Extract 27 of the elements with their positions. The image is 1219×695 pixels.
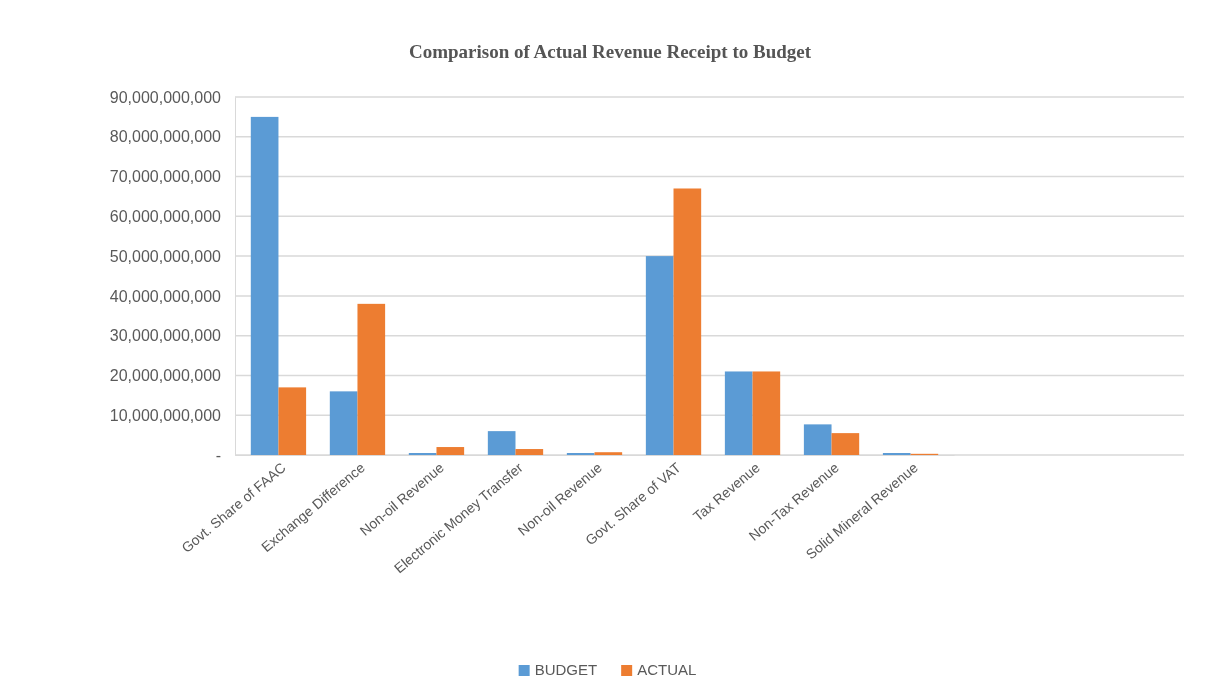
- bar: [329, 391, 358, 455]
- bar: [645, 256, 674, 455]
- y-tick-label: 50,000,000,000: [109, 247, 222, 265]
- bar: [250, 116, 279, 455]
- y-tick-label: 20,000,000,000: [109, 367, 222, 385]
- legend-label: BUDGET: [534, 661, 598, 678]
- bar: [487, 431, 516, 455]
- bar: [357, 303, 386, 455]
- bar: [515, 449, 544, 455]
- y-tick-label: 40,000,000,000: [109, 287, 222, 305]
- bar: [278, 387, 307, 455]
- y-tick-label: 10,000,000,000: [109, 406, 222, 424]
- bar: [594, 452, 623, 455]
- legend-label: ACTUAL: [637, 661, 697, 678]
- y-tick-label: 30,000,000,000: [109, 327, 222, 345]
- bar: [724, 371, 753, 455]
- y-tick-label: -: [215, 446, 221, 464]
- chart-title: Comparison of Actual Revenue Receipt to Budget: [408, 41, 812, 62]
- bar: [831, 433, 860, 455]
- y-tick-label: 80,000,000,000: [109, 128, 222, 146]
- bar: [752, 371, 781, 455]
- y-tick-label: 90,000,000,000: [109, 88, 222, 106]
- bar: [673, 188, 702, 455]
- bar: [803, 424, 832, 455]
- bar: [436, 447, 465, 455]
- y-tick-label: 70,000,000,000: [109, 168, 222, 186]
- y-tick-label: 60,000,000,000: [109, 207, 222, 225]
